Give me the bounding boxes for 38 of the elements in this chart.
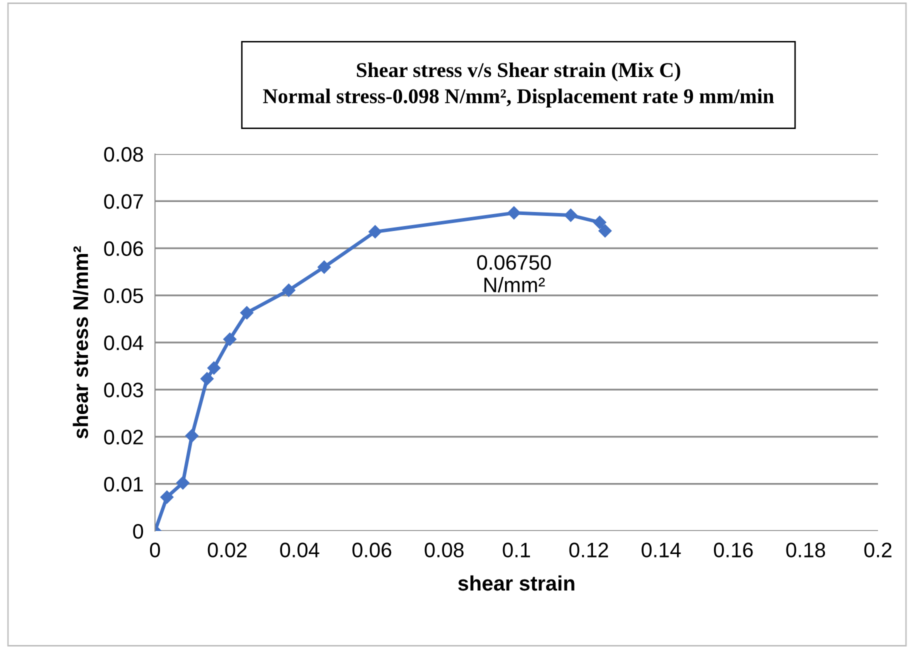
x-tick-label: 0.02 — [208, 542, 247, 558]
point — [176, 476, 190, 490]
x-tick-label: 0 — [150, 542, 160, 558]
y-tick-label: 0.04 — [104, 336, 144, 350]
point — [318, 260, 331, 274]
point — [200, 372, 214, 386]
y-tick-label: 0.06 — [104, 241, 143, 256]
point — [564, 208, 578, 222]
point — [160, 490, 174, 504]
y-tick-label: 0.08 — [104, 147, 143, 162]
point — [207, 361, 221, 375]
chart-title: Shear stress v/s Shear strain (Mix C) Normal stress-0.098 N/mm², Displacement rate 9 mm/min — [263, 62, 774, 108]
y-tick-label: 0.03 — [104, 382, 143, 398]
point — [282, 284, 296, 297]
y-tick-label: 0.02 — [104, 430, 143, 445]
point — [223, 332, 236, 346]
y-tick-label: 0.07 — [104, 194, 143, 209]
y-tick-label: 0.05 — [104, 288, 144, 304]
x-tick-label: 0.14 — [642, 542, 681, 558]
annotation: 0.06750 N/mm² — [477, 255, 551, 292]
point — [240, 306, 254, 320]
y-tick-label: 0.01 — [104, 476, 143, 492]
x-tick-label: 0.18 — [786, 542, 826, 558]
point — [507, 206, 521, 220]
point — [185, 429, 198, 442]
x-axis-title: shear strain — [458, 575, 574, 591]
x-tick-label: 0.1 — [502, 542, 530, 558]
x-tick-label: 0.2 — [864, 542, 892, 558]
y-axis-title: shear stress N/mm² — [72, 246, 88, 438]
x-tick-label: 0.04 — [280, 542, 320, 558]
x-tick-label: 0.08 — [424, 542, 464, 558]
y-tick-label: 0 — [133, 524, 144, 539]
x-tick-label: 0.12 — [569, 542, 608, 558]
point — [598, 224, 612, 238]
point — [593, 216, 606, 229]
x-tick-label: 0.16 — [714, 542, 753, 558]
x-tick-label: 0.06 — [352, 542, 392, 558]
point — [368, 225, 382, 238]
